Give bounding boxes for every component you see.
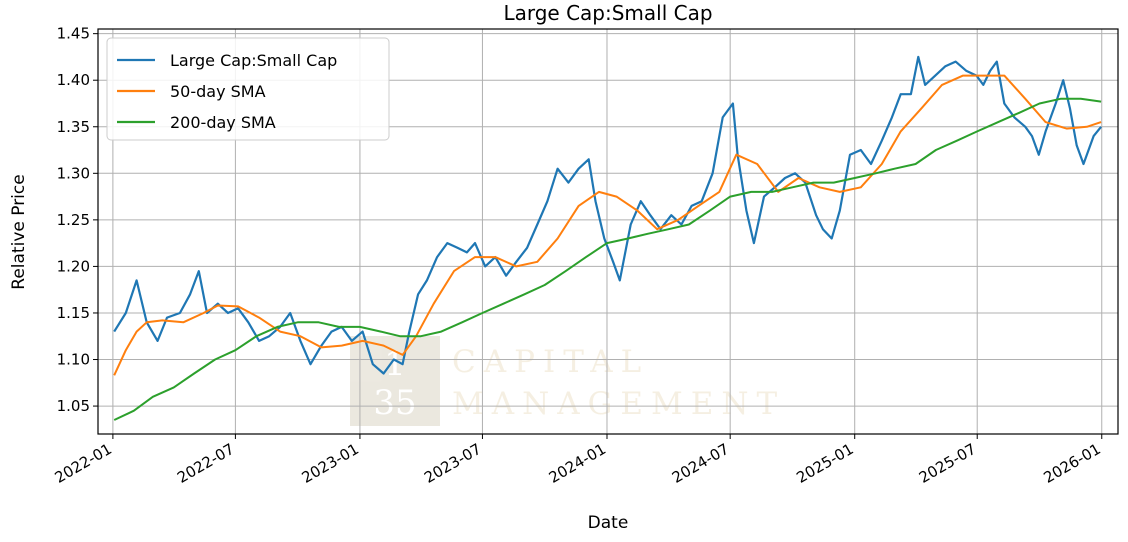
y-tick-label: 1.25 <box>57 211 90 229</box>
legend-box <box>106 37 390 141</box>
y-tick-label: 1.05 <box>57 397 90 415</box>
x-tick-label: 2023-07 <box>421 440 484 487</box>
x-axis-label: Date <box>588 513 629 533</box>
x-tick-label: 2023-01 <box>299 440 362 487</box>
y-tick-label: 1.20 <box>57 257 90 275</box>
x-tick-label: 2025-07 <box>916 440 979 487</box>
y-axis-label: Relative Price <box>9 174 29 289</box>
x-tick-label: 2022-07 <box>174 440 237 487</box>
x-tick-label: 2024-01 <box>546 440 609 487</box>
watermark: 1 35 CAPITAL MANAGEMENT <box>350 336 785 426</box>
y-tick-label: 1.35 <box>57 118 90 136</box>
x-tick-label: 2022-01 <box>52 440 115 487</box>
y-tick-label: 1.10 <box>57 351 90 369</box>
watermark-logo-bottom: 35 <box>373 383 416 423</box>
legend-label-0: Large Cap:Small Cap <box>170 51 337 70</box>
watermark-line2: MANAGEMENT <box>452 386 785 422</box>
watermark-line1: CAPITAL <box>452 344 649 380</box>
x-axis: 2022-01 2022-07 2023-01 2023-07 2024-01 2024-… <box>52 434 1104 487</box>
legend-label-2: 200-day SMA <box>170 113 276 132</box>
x-tick-label: 2024-07 <box>669 440 732 487</box>
chart-title: Large Cap:Small Cap <box>503 1 712 25</box>
y-tick-label: 1.45 <box>57 25 90 43</box>
series-layer <box>113 55 1102 421</box>
y-tick-label: 1.15 <box>57 304 90 322</box>
y-tick-label: 1.30 <box>57 164 90 182</box>
x-tick-label: 2025-01 <box>793 440 856 487</box>
y-tick-label: 1.40 <box>57 71 90 89</box>
y-axis: 1.05 1.10 1.15 1.20 1.25 1.30 1.35 1.40 1.45 <box>57 25 98 415</box>
plot-frame <box>97 28 1119 435</box>
x-tick-label: 2026-01 <box>1040 440 1103 487</box>
series-line-2 <box>113 97 1102 421</box>
legend-label-1: 50-day SMA <box>170 82 266 101</box>
legend: Large Cap:Small Cap 50-day SMA 200-day SMA <box>106 37 390 141</box>
series-line-1 <box>113 74 1102 376</box>
